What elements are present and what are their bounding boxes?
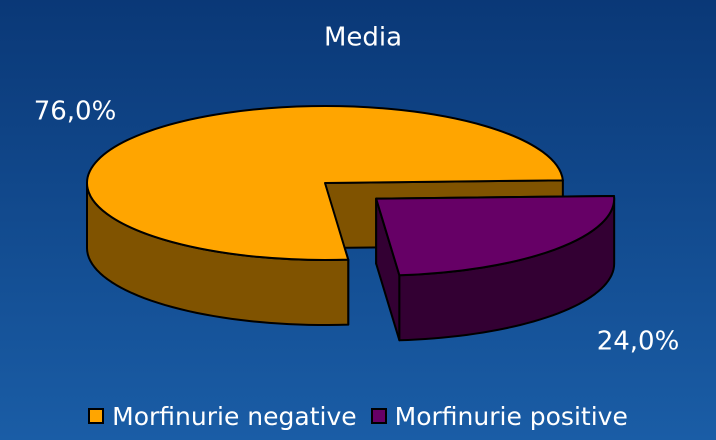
legend-label: Morfinurie negative [112, 401, 357, 431]
data-label: 76,0% [34, 97, 117, 127]
slice [375, 194, 616, 277]
slice [86, 105, 564, 261]
legend-item: Morfinurie positive [370, 401, 628, 431]
legend-label: Morfinurie positive [394, 401, 628, 431]
legend-item: Morfinurie negative [88, 401, 357, 431]
legend: Morfinurie negative Morfinurie positive [0, 396, 716, 436]
chart-title: Media [324, 23, 402, 53]
chart: Media 76,0% 24,0% [34, 23, 680, 357]
legend-swatch [370, 408, 387, 424]
legend-swatch [88, 408, 105, 424]
data-label: 24,0% [597, 327, 680, 357]
